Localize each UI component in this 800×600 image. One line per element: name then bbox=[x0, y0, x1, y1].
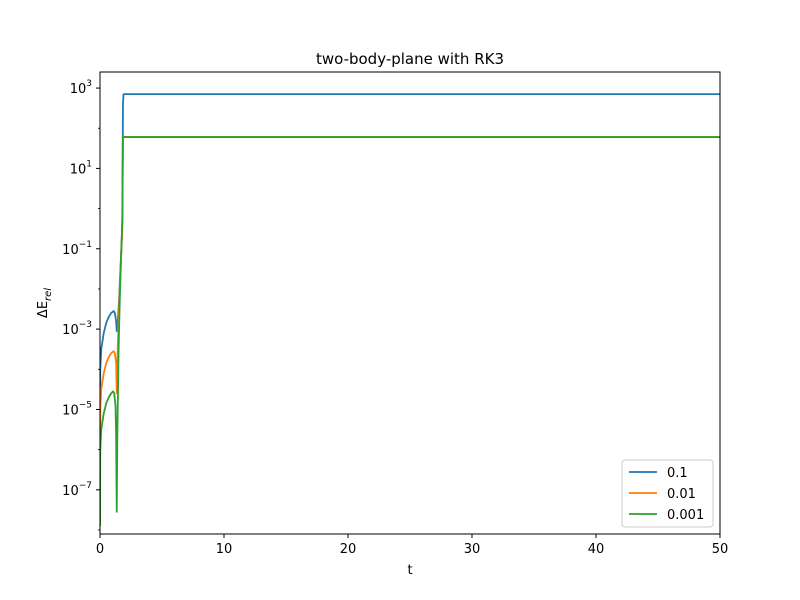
y-tick-label: 103 bbox=[70, 79, 92, 97]
legend: 0.1 0.01 0.001 bbox=[621, 459, 714, 528]
legend-label-2: 0.001 bbox=[667, 508, 704, 523]
x-axis-label: t bbox=[407, 563, 412, 578]
plot-frame bbox=[99, 71, 721, 535]
x-tick-label: 0 bbox=[96, 542, 104, 557]
x-axis: 0 10 20 30 40 50 bbox=[96, 534, 728, 557]
y-axis-label-base: ΔE bbox=[36, 301, 51, 318]
legend-label-1: 0.01 bbox=[667, 487, 696, 502]
series-line-2 bbox=[100, 136, 720, 526]
y-tick-label: 10−3 bbox=[62, 320, 92, 338]
y-tick-label: 10−7 bbox=[62, 481, 92, 499]
chart-title: two-body-plane with RK3 bbox=[316, 50, 504, 68]
y-axis-label: ΔErel bbox=[36, 288, 54, 318]
x-tick-label: 10 bbox=[216, 542, 233, 557]
series-layer bbox=[100, 93, 720, 526]
y-tick-label: 10−5 bbox=[62, 400, 92, 418]
legend-frame bbox=[621, 459, 714, 528]
x-tick-label: 30 bbox=[464, 542, 481, 557]
x-tick-label: 50 bbox=[712, 542, 729, 557]
y-tick-label: 101 bbox=[70, 159, 92, 177]
x-tick-label: 40 bbox=[588, 542, 605, 557]
x-tick-label: 20 bbox=[340, 542, 357, 557]
y-axis: 103 101 10−1 10−3 10−5 10−7 bbox=[62, 79, 100, 531]
legend-label-0: 0.1 bbox=[667, 466, 688, 481]
y-tick-label: 10−1 bbox=[62, 240, 92, 258]
y-axis-label-subscript: rel bbox=[43, 288, 54, 301]
